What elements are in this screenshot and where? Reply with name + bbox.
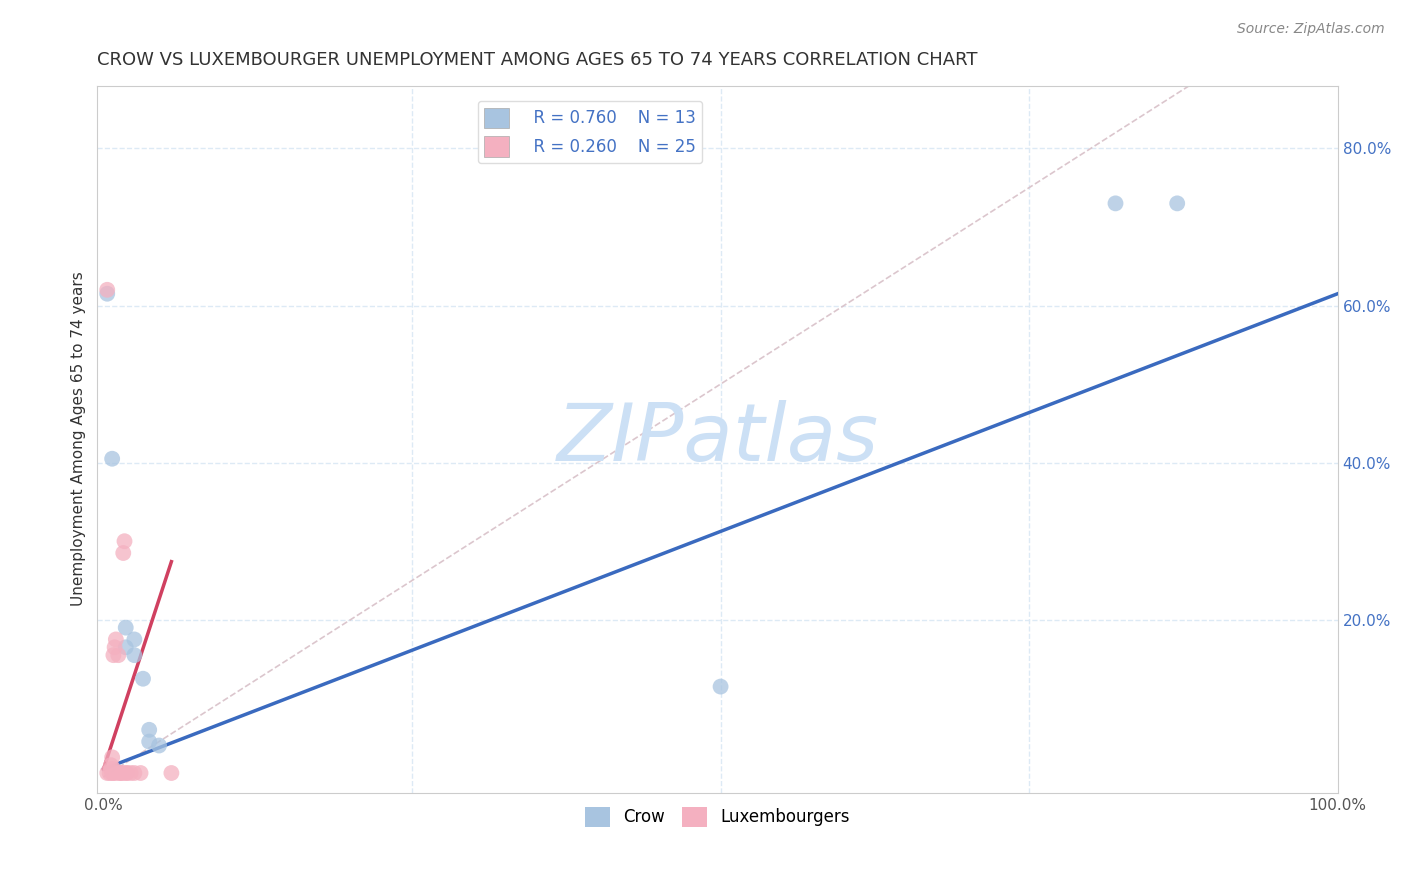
Point: [124, 632, 146, 647]
Point: [101, 766, 124, 780]
Point: [104, 766, 127, 780]
Legend: Crow, Luxembourgers: Crow, Luxembourgers: [578, 800, 856, 834]
Point: [111, 766, 134, 780]
Text: Source: ZipAtlas.com: Source: ZipAtlas.com: [1237, 22, 1385, 37]
Point: [112, 546, 135, 560]
Point: [114, 621, 136, 635]
Point: [107, 648, 129, 662]
Point: [100, 762, 122, 776]
Point: [160, 766, 183, 780]
Point: [124, 766, 146, 780]
Point: [115, 766, 138, 780]
Point: [103, 762, 125, 776]
Point: [114, 640, 136, 655]
Point: [96, 283, 118, 297]
Text: CROW VS LUXEMBOURGER UNEMPLOYMENT AMONG AGES 65 TO 74 YEARS CORRELATION CHART: CROW VS LUXEMBOURGER UNEMPLOYMENT AMONG …: [97, 51, 977, 69]
Point: [104, 632, 127, 647]
Point: [710, 680, 733, 694]
Point: [96, 286, 118, 301]
Point: [1104, 196, 1126, 211]
Point: [129, 766, 152, 780]
Point: [101, 451, 124, 466]
Point: [120, 766, 142, 780]
Point: [103, 766, 125, 780]
Point: [103, 648, 125, 662]
Point: [114, 766, 136, 780]
Point: [138, 734, 160, 748]
Text: ZIPatlas: ZIPatlas: [557, 401, 879, 478]
Y-axis label: Unemployment Among Ages 65 to 74 years: Unemployment Among Ages 65 to 74 years: [72, 272, 86, 607]
Point: [1166, 196, 1188, 211]
Point: [108, 766, 131, 780]
Point: [110, 766, 132, 780]
Point: [104, 640, 127, 655]
Point: [124, 648, 146, 662]
Point: [148, 739, 170, 753]
Point: [138, 723, 160, 737]
Point: [101, 750, 124, 764]
Point: [132, 672, 155, 686]
Point: [114, 534, 136, 549]
Point: [98, 766, 121, 780]
Point: [100, 758, 122, 772]
Point: [96, 766, 118, 780]
